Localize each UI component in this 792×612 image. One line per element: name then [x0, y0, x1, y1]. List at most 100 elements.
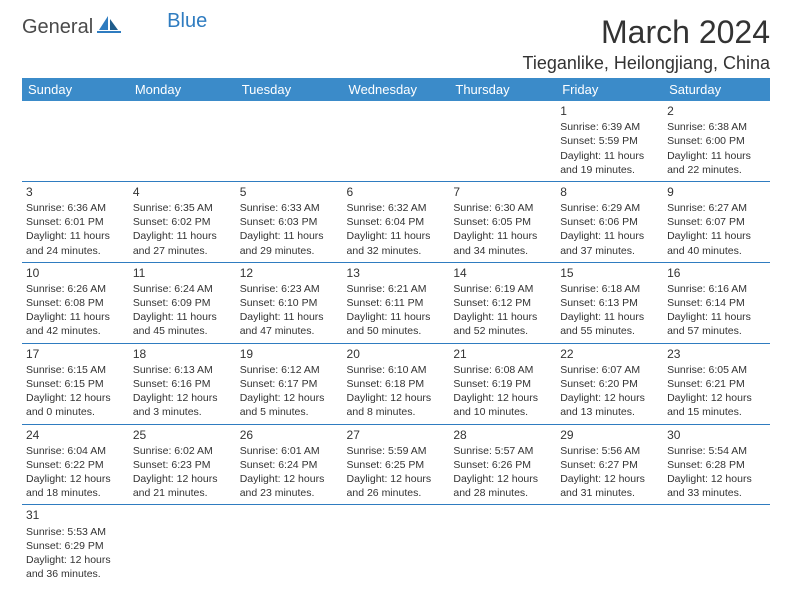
day-number: 23 — [667, 346, 766, 362]
day-number: 22 — [560, 346, 659, 362]
day-number: 27 — [347, 427, 446, 443]
daylight-line: Daylight: 11 hours and 22 minutes. — [667, 149, 766, 177]
sunset-line: Sunset: 6:00 PM — [667, 134, 766, 148]
sunrise-line: Sunrise: 5:59 AM — [347, 444, 446, 458]
daylight-line: Daylight: 12 hours and 21 minutes. — [133, 472, 232, 500]
calendar-week-row: 31Sunrise: 5:53 AMSunset: 6:29 PMDayligh… — [22, 505, 770, 585]
weekday-header: Friday — [556, 78, 663, 101]
sunset-line: Sunset: 6:12 PM — [453, 296, 552, 310]
calendar-day-cell: 3Sunrise: 6:36 AMSunset: 6:01 PMDaylight… — [22, 181, 129, 262]
calendar-empty-cell — [129, 101, 236, 181]
calendar-day-cell: 9Sunrise: 6:27 AMSunset: 6:07 PMDaylight… — [663, 181, 770, 262]
calendar-week-row: 17Sunrise: 6:15 AMSunset: 6:15 PMDayligh… — [22, 343, 770, 424]
sunset-line: Sunset: 5:59 PM — [560, 134, 659, 148]
sunrise-line: Sunrise: 6:10 AM — [347, 363, 446, 377]
sunset-line: Sunset: 6:07 PM — [667, 215, 766, 229]
daylight-line: Daylight: 12 hours and 0 minutes. — [26, 391, 125, 419]
day-number: 11 — [133, 265, 232, 281]
calendar-empty-cell — [663, 505, 770, 585]
daylight-line: Daylight: 11 hours and 32 minutes. — [347, 229, 446, 257]
sunrise-line: Sunrise: 6:15 AM — [26, 363, 125, 377]
day-number: 21 — [453, 346, 552, 362]
sunrise-line: Sunrise: 6:07 AM — [560, 363, 659, 377]
daylight-line: Daylight: 12 hours and 13 minutes. — [560, 391, 659, 419]
sunset-line: Sunset: 6:26 PM — [453, 458, 552, 472]
calendar-empty-cell — [343, 505, 450, 585]
daylight-line: Daylight: 11 hours and 55 minutes. — [560, 310, 659, 338]
day-number: 9 — [667, 184, 766, 200]
day-number: 28 — [453, 427, 552, 443]
calendar-day-cell: 22Sunrise: 6:07 AMSunset: 6:20 PMDayligh… — [556, 343, 663, 424]
sunset-line: Sunset: 6:02 PM — [133, 215, 232, 229]
sunrise-line: Sunrise: 6:36 AM — [26, 201, 125, 215]
day-number: 26 — [240, 427, 339, 443]
day-number: 30 — [667, 427, 766, 443]
weekday-header: Sunday — [22, 78, 129, 101]
daylight-line: Daylight: 11 hours and 34 minutes. — [453, 229, 552, 257]
day-number: 18 — [133, 346, 232, 362]
calendar-empty-cell — [343, 101, 450, 181]
calendar-day-cell: 25Sunrise: 6:02 AMSunset: 6:23 PMDayligh… — [129, 424, 236, 505]
calendar-day-cell: 19Sunrise: 6:12 AMSunset: 6:17 PMDayligh… — [236, 343, 343, 424]
sunrise-line: Sunrise: 6:32 AM — [347, 201, 446, 215]
sunset-line: Sunset: 6:09 PM — [133, 296, 232, 310]
sunset-line: Sunset: 6:29 PM — [26, 539, 125, 553]
calendar-day-cell: 11Sunrise: 6:24 AMSunset: 6:09 PMDayligh… — [129, 262, 236, 343]
sunset-line: Sunset: 6:28 PM — [667, 458, 766, 472]
calendar-day-cell: 24Sunrise: 6:04 AMSunset: 6:22 PMDayligh… — [22, 424, 129, 505]
calendar-day-cell: 10Sunrise: 6:26 AMSunset: 6:08 PMDayligh… — [22, 262, 129, 343]
calendar-day-cell: 14Sunrise: 6:19 AMSunset: 6:12 PMDayligh… — [449, 262, 556, 343]
daylight-line: Daylight: 11 hours and 47 minutes. — [240, 310, 339, 338]
weekday-header: Thursday — [449, 78, 556, 101]
logo-text-general: General — [22, 16, 93, 39]
day-number: 31 — [26, 507, 125, 523]
calendar-day-cell: 7Sunrise: 6:30 AMSunset: 6:05 PMDaylight… — [449, 181, 556, 262]
day-number: 29 — [560, 427, 659, 443]
sunset-line: Sunset: 6:16 PM — [133, 377, 232, 391]
title-block: March 2024 Tieganlike, Heilongjiang, Chi… — [523, 14, 770, 74]
logo-text-blue: Blue — [167, 10, 207, 33]
daylight-line: Daylight: 12 hours and 36 minutes. — [26, 553, 125, 581]
sunset-line: Sunset: 6:11 PM — [347, 296, 446, 310]
sunset-line: Sunset: 6:18 PM — [347, 377, 446, 391]
daylight-line: Daylight: 12 hours and 15 minutes. — [667, 391, 766, 419]
calendar-empty-cell — [449, 101, 556, 181]
daylight-line: Daylight: 12 hours and 3 minutes. — [133, 391, 232, 419]
calendar-day-cell: 6Sunrise: 6:32 AMSunset: 6:04 PMDaylight… — [343, 181, 450, 262]
sunrise-line: Sunrise: 6:24 AM — [133, 282, 232, 296]
weekday-header: Monday — [129, 78, 236, 101]
daylight-line: Daylight: 11 hours and 45 minutes. — [133, 310, 232, 338]
sunset-line: Sunset: 6:08 PM — [26, 296, 125, 310]
sunset-line: Sunset: 6:15 PM — [26, 377, 125, 391]
calendar-day-cell: 1Sunrise: 6:39 AMSunset: 5:59 PMDaylight… — [556, 101, 663, 181]
calendar-empty-cell — [236, 505, 343, 585]
sunrise-line: Sunrise: 5:54 AM — [667, 444, 766, 458]
sunrise-line: Sunrise: 6:16 AM — [667, 282, 766, 296]
daylight-line: Daylight: 11 hours and 57 minutes. — [667, 310, 766, 338]
calendar-day-cell: 13Sunrise: 6:21 AMSunset: 6:11 PMDayligh… — [343, 262, 450, 343]
calendar-empty-cell — [449, 505, 556, 585]
calendar-table: SundayMondayTuesdayWednesdayThursdayFrid… — [22, 78, 770, 585]
day-number: 20 — [347, 346, 446, 362]
daylight-line: Daylight: 11 hours and 40 minutes. — [667, 229, 766, 257]
calendar-day-cell: 20Sunrise: 6:10 AMSunset: 6:18 PMDayligh… — [343, 343, 450, 424]
sunrise-line: Sunrise: 6:02 AM — [133, 444, 232, 458]
sunset-line: Sunset: 6:06 PM — [560, 215, 659, 229]
calendar-day-cell: 23Sunrise: 6:05 AMSunset: 6:21 PMDayligh… — [663, 343, 770, 424]
sunset-line: Sunset: 6:22 PM — [26, 458, 125, 472]
day-number: 6 — [347, 184, 446, 200]
calendar-day-cell: 16Sunrise: 6:16 AMSunset: 6:14 PMDayligh… — [663, 262, 770, 343]
calendar-day-cell: 30Sunrise: 5:54 AMSunset: 6:28 PMDayligh… — [663, 424, 770, 505]
sunset-line: Sunset: 6:01 PM — [26, 215, 125, 229]
month-title: March 2024 — [523, 14, 770, 51]
daylight-line: Daylight: 12 hours and 31 minutes. — [560, 472, 659, 500]
sunrise-line: Sunrise: 6:08 AM — [453, 363, 552, 377]
calendar-day-cell: 27Sunrise: 5:59 AMSunset: 6:25 PMDayligh… — [343, 424, 450, 505]
calendar-day-cell: 8Sunrise: 6:29 AMSunset: 6:06 PMDaylight… — [556, 181, 663, 262]
calendar-day-cell: 12Sunrise: 6:23 AMSunset: 6:10 PMDayligh… — [236, 262, 343, 343]
calendar-empty-cell — [129, 505, 236, 585]
day-number: 25 — [133, 427, 232, 443]
day-number: 8 — [560, 184, 659, 200]
sunrise-line: Sunrise: 5:56 AM — [560, 444, 659, 458]
weekday-header-row: SundayMondayTuesdayWednesdayThursdayFrid… — [22, 78, 770, 101]
